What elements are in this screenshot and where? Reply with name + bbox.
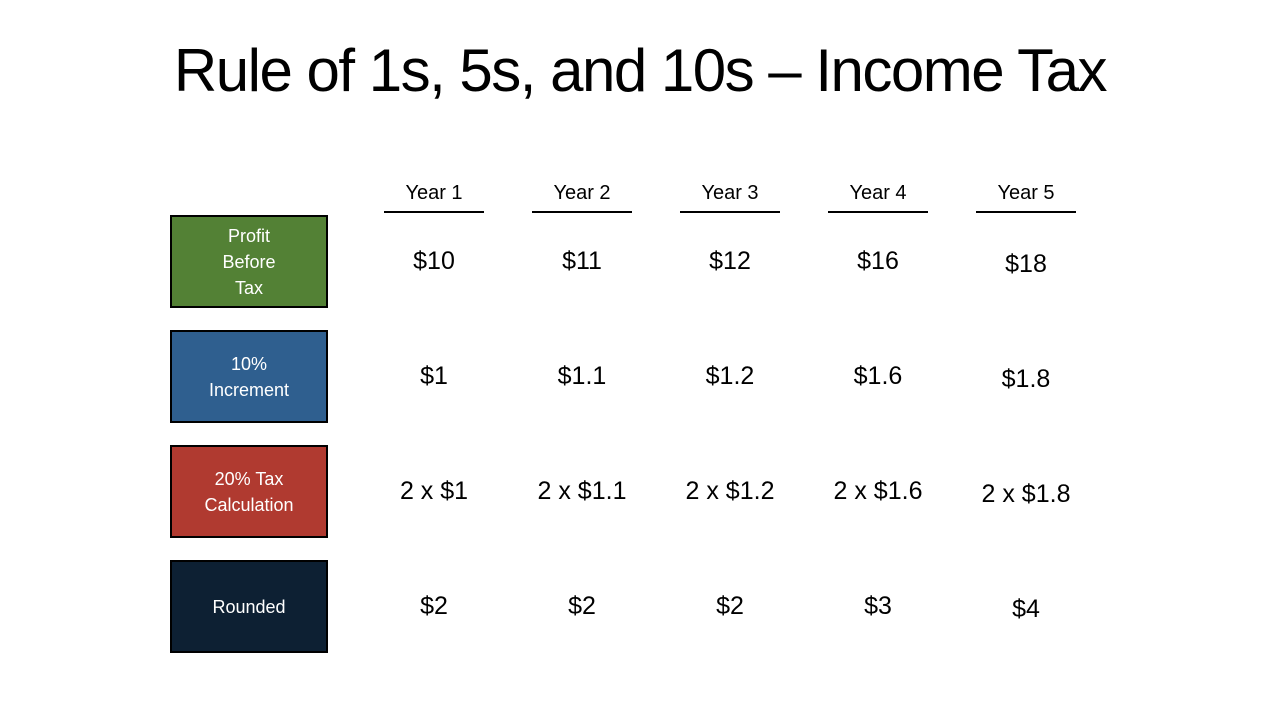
table-cell: 2 x $1 <box>399 477 469 505</box>
table-cell: $3 <box>864 592 892 620</box>
column-header-label: Year 1 <box>405 182 463 204</box>
row-label-10-percent-increment: 10% Increment <box>170 330 328 423</box>
column-header-label: Year 5 <box>997 182 1055 204</box>
table-cell: $16 <box>857 247 899 275</box>
table-cell: $1.6 <box>853 362 903 390</box>
table-cell: $2 <box>716 592 744 620</box>
table-cell: 2 x $1.2 <box>685 477 775 505</box>
row-label-rounded: Rounded <box>170 560 328 653</box>
column-header-year-5: Year 5 <box>952 165 1100 215</box>
table-cell: $1.8 <box>1001 365 1051 393</box>
table-cell: $2 <box>420 592 448 620</box>
column-header-label: Year 3 <box>701 182 759 204</box>
table-cell: $1 <box>420 362 448 390</box>
column-underline <box>976 211 1076 213</box>
row-label-profit-before-tax: Profit Before Tax <box>170 215 328 308</box>
slide-title: Rule of 1s, 5s, and 10s – Income Tax <box>173 37 1108 104</box>
table-cell: 2 x $1.8 <box>981 480 1071 508</box>
table-cell: $12 <box>709 247 751 275</box>
table-cell: $18 <box>1005 250 1047 278</box>
column-header-label: Year 4 <box>849 182 907 204</box>
table-cell: $2 <box>568 592 596 620</box>
table-cell: 2 x $1.1 <box>537 477 627 505</box>
table-cell: 2 x $1.6 <box>833 477 923 505</box>
row-label-20-percent-tax-calculation: 20% Tax Calculation <box>170 445 328 538</box>
table-cell: $1.1 <box>557 362 607 390</box>
column-underline <box>828 211 928 213</box>
column-header-year-2: Year 2 <box>508 165 656 215</box>
table-cell: $11 <box>562 247 602 275</box>
column-header-label: Year 2 <box>553 182 611 204</box>
column-underline <box>384 211 484 213</box>
table-cell: $1.2 <box>705 362 755 390</box>
column-underline <box>680 211 780 213</box>
table-cell: $10 <box>413 247 455 275</box>
table-corner-spacer <box>170 165 328 215</box>
column-underline <box>532 211 632 213</box>
income-tax-table: Year 1 Year 2 Year 3 Year 4 Year 5 Profi… <box>170 165 1100 653</box>
column-header-year-4: Year 4 <box>804 165 952 215</box>
column-header-year-3: Year 3 <box>656 165 804 215</box>
column-header-year-1: Year 1 <box>360 165 508 215</box>
table-cell: $4 <box>1012 595 1040 623</box>
